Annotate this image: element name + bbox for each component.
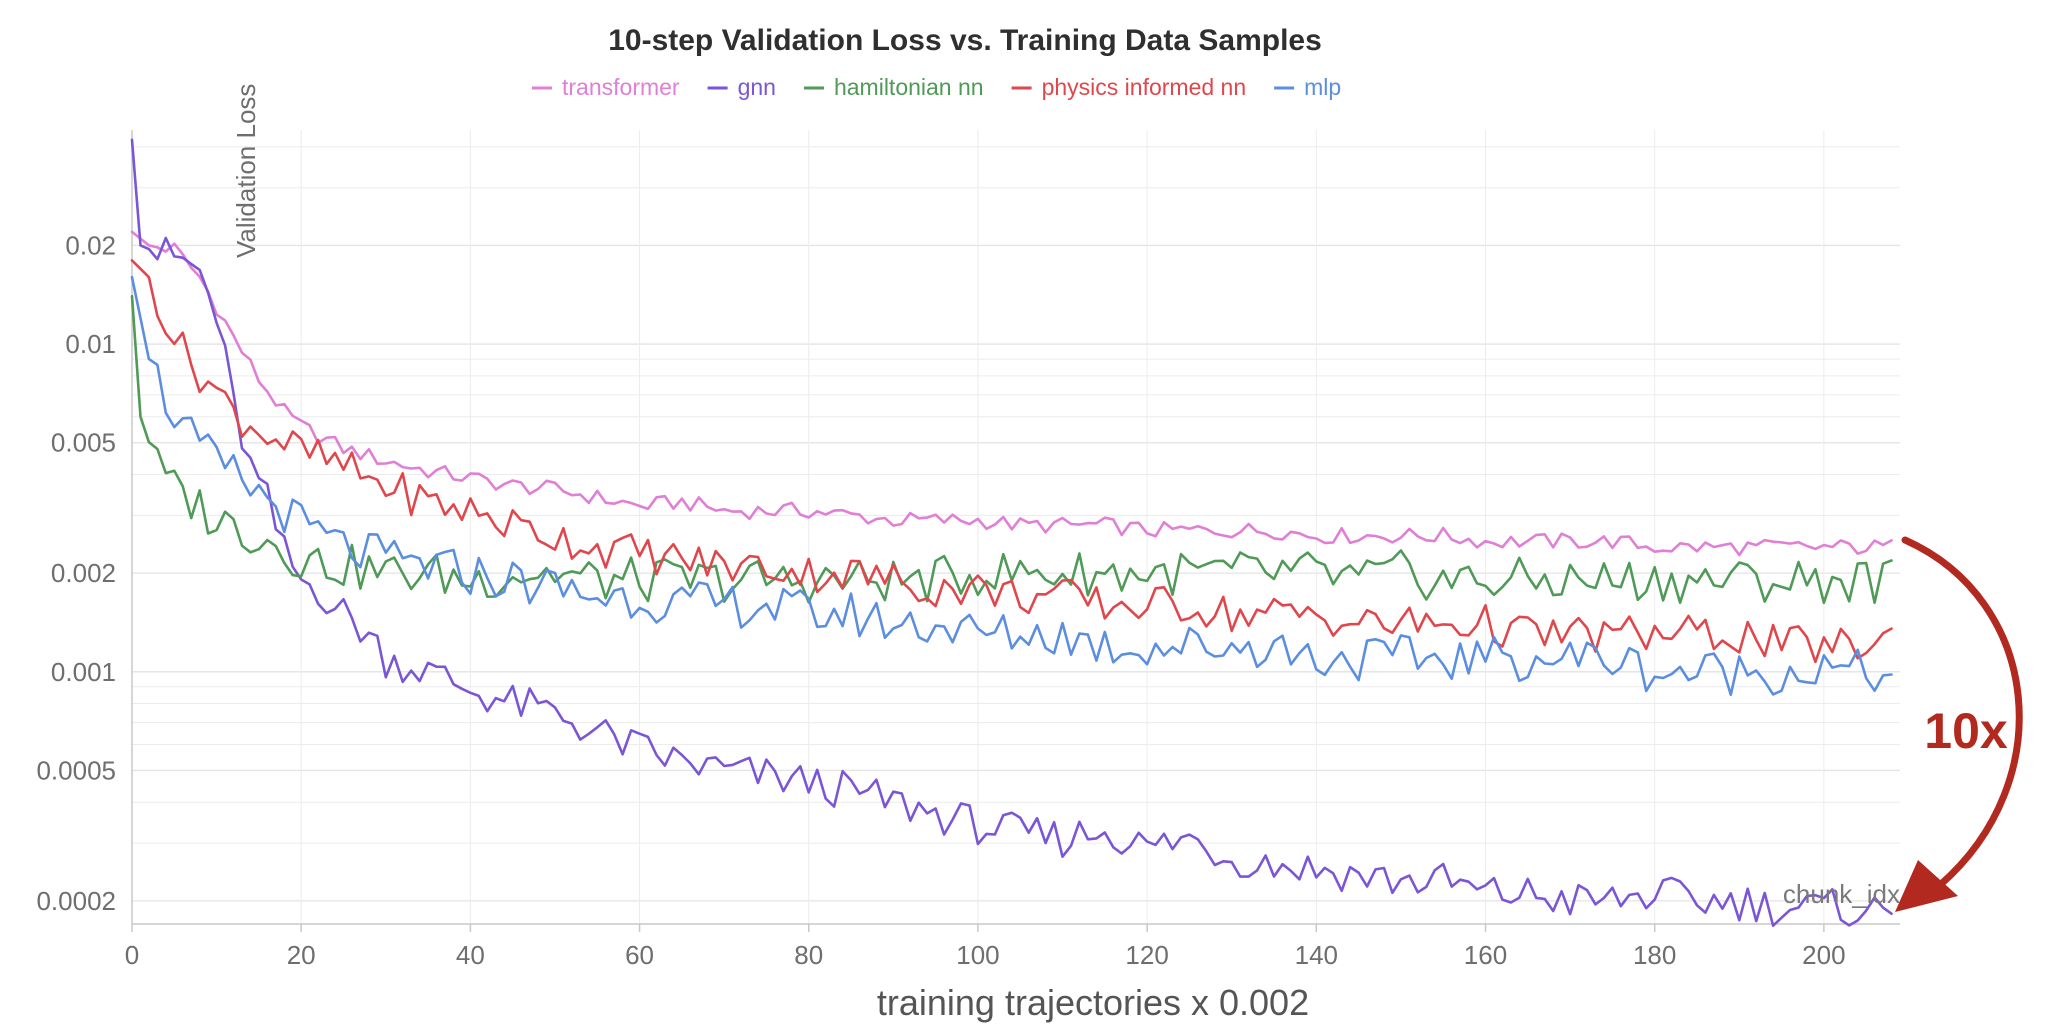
improvement-annotation: 10x [1895, 536, 2023, 912]
x-tick-label: 0 [125, 940, 139, 970]
y-axis-label: Validation Loss [231, 84, 261, 258]
x-tick-label: 20 [287, 940, 316, 970]
y-tick-label: 0.0005 [36, 755, 116, 785]
y-tick-label: 0.001 [51, 657, 116, 687]
x-tick-label: 200 [1802, 940, 1845, 970]
annotation-arrowhead [1895, 860, 1958, 912]
series-lines [130, 138, 1893, 927]
axes: 0.0002 0.0005 0.001 0.002 0.005 0.01 0.02 0 20 40… [36, 130, 1900, 970]
legend-item: physics informed nn [1042, 74, 1247, 100]
x-tick-label: 40 [456, 940, 485, 970]
y-tick-label: 0.02 [65, 230, 116, 260]
y-tick-label: 0.01 [65, 329, 116, 359]
series-line-gnn [130, 138, 1893, 927]
x-tick-label: 80 [794, 940, 823, 970]
x-tick-label: 160 [1464, 940, 1507, 970]
y-tick-label: 0.005 [51, 428, 116, 458]
chart-title: 10-step Validation Loss vs. Training Dat… [608, 24, 1322, 57]
legend-item: transformer [562, 74, 680, 100]
y-tick-label: 0.0002 [36, 886, 116, 916]
annotation-arrow [1901, 536, 2023, 889]
x-tick-label: 180 [1633, 940, 1676, 970]
legend: transformer gnn hamiltonian nn physics info… [532, 74, 1341, 100]
x-axis-label: training trajectories x 0.002 [877, 982, 1309, 1023]
legend-item: mlp [1304, 74, 1341, 100]
x-tick-label: 60 [625, 940, 654, 970]
legend-item: gnn [738, 74, 776, 100]
x-tick-label: 100 [956, 940, 999, 970]
y-tick-label: 0.002 [51, 558, 116, 588]
series-line-mlp [130, 275, 1893, 696]
series-line-hamiltonian-nn [130, 294, 1893, 605]
grid-lines [131, 130, 1900, 924]
series-line-physics-informed-nn [130, 259, 1893, 664]
x-tick-label: 140 [1295, 940, 1338, 970]
legend-item: hamiltonian nn [834, 74, 984, 100]
x-axis-corner-label: chunk_idx [1783, 879, 1900, 909]
annotation-label: 10x [1924, 703, 2008, 759]
series-line-transformer [130, 230, 1893, 557]
x-tick-label: 120 [1125, 940, 1168, 970]
